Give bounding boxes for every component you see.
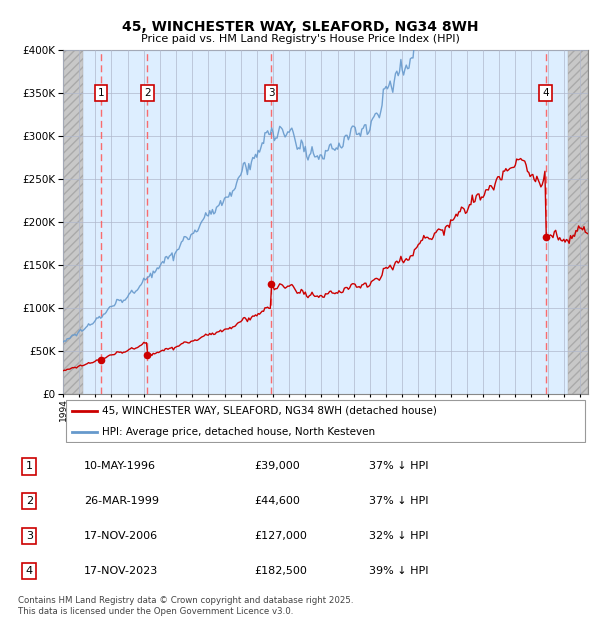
Text: 1: 1 [26,461,33,471]
Text: 3: 3 [268,87,274,97]
Text: 10-MAY-1996: 10-MAY-1996 [84,461,156,471]
Text: 2: 2 [26,496,33,506]
Text: 32% ↓ HPI: 32% ↓ HPI [369,531,428,541]
Text: 1: 1 [98,87,104,97]
Text: Contains HM Land Registry data © Crown copyright and database right 2025.
This d: Contains HM Land Registry data © Crown c… [18,596,353,616]
Text: £44,600: £44,600 [254,496,300,506]
Text: £39,000: £39,000 [254,461,299,471]
Text: 37% ↓ HPI: 37% ↓ HPI [369,461,428,471]
Text: HPI: Average price, detached house, North Kesteven: HPI: Average price, detached house, Nort… [103,427,376,437]
Text: 3: 3 [26,531,33,541]
Text: 17-NOV-2006: 17-NOV-2006 [84,531,158,541]
Text: 2: 2 [144,87,151,97]
Text: 45, WINCHESTER WAY, SLEAFORD, NG34 8WH: 45, WINCHESTER WAY, SLEAFORD, NG34 8WH [122,20,478,33]
Text: 4: 4 [26,566,33,576]
Text: Price paid vs. HM Land Registry's House Price Index (HPI): Price paid vs. HM Land Registry's House … [140,34,460,44]
Text: 4: 4 [542,87,549,97]
Text: 45, WINCHESTER WAY, SLEAFORD, NG34 8WH (detached house): 45, WINCHESTER WAY, SLEAFORD, NG34 8WH (… [103,405,437,416]
Text: 26-MAR-1999: 26-MAR-1999 [84,496,159,506]
Text: 37% ↓ HPI: 37% ↓ HPI [369,496,428,506]
Text: £127,000: £127,000 [254,531,307,541]
FancyBboxPatch shape [65,401,586,441]
Text: 39% ↓ HPI: 39% ↓ HPI [369,566,428,576]
Text: 17-NOV-2023: 17-NOV-2023 [84,566,158,576]
Text: £182,500: £182,500 [254,566,307,576]
